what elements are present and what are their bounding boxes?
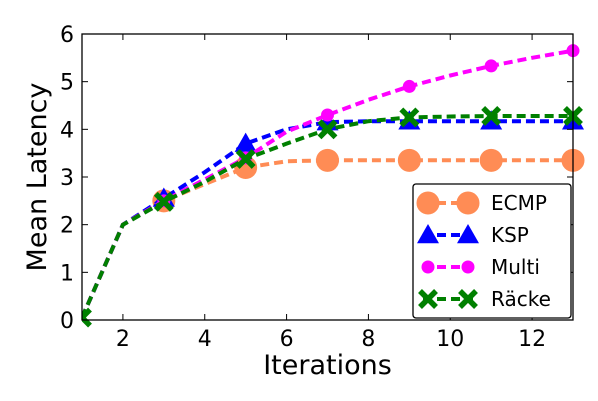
data-point-r-cke	[82, 307, 92, 328]
y-tick-label: 3	[60, 166, 74, 191]
data-point-ecmp	[316, 148, 339, 172]
legend-entry-r-cke: Räcke	[418, 287, 551, 311]
data-point-r-cke	[481, 106, 502, 126]
legend-box	[412, 183, 572, 319]
legend-marker-ksp	[457, 224, 479, 244]
legend-marker-multi	[461, 260, 475, 274]
x-axis-title: Iterations	[263, 350, 392, 381]
legend-marker-multi	[421, 260, 435, 274]
legend-entry-ecmp: ECMP	[416, 191, 547, 215]
series-r-cke	[82, 106, 583, 328]
y-tick-label: 1	[60, 261, 74, 286]
legend-entry-multi: Multi	[421, 255, 540, 279]
data-point-multi	[402, 79, 416, 93]
x-tick-label: 6	[280, 327, 294, 352]
data-point-ecmp	[397, 148, 421, 172]
y-axis-title: Mean Latency	[22, 83, 53, 272]
data-point-multi	[321, 108, 334, 122]
legend: ECMP KSP Multi Räcke	[412, 183, 572, 319]
data-point-r-cke	[235, 148, 256, 169]
series-layer	[82, 44, 585, 328]
y-tick-label: 4	[60, 118, 74, 143]
data-point-r-cke	[399, 107, 420, 128]
legend-label-ksp: KSP	[491, 223, 529, 247]
data-point-r-cke	[153, 191, 174, 212]
data-point-ecmp	[479, 148, 503, 172]
legend-entry-ksp: KSP	[417, 223, 529, 247]
y-tick-label: 2	[60, 214, 74, 239]
x-tick-label: 12	[518, 327, 546, 352]
legend-marker-r-cke	[458, 289, 478, 309]
data-point-multi	[484, 59, 498, 73]
data-point-ksp	[234, 132, 257, 152]
x-tick-label: 10	[436, 327, 464, 352]
y-tick-label: 6	[60, 23, 74, 48]
legend-marker-r-cke	[418, 289, 438, 309]
legend-marker-ecmp	[456, 191, 480, 215]
legend-marker-ecmp	[416, 191, 440, 215]
legend-label-ecmp: ECMP	[491, 191, 547, 215]
legend-label-r-cke: Räcke	[491, 287, 551, 311]
data-point-r-cke	[317, 119, 338, 140]
y-tick-label: 5	[60, 71, 74, 96]
x-tick-label: 2	[116, 327, 130, 352]
x-tick-label: 4	[198, 327, 212, 352]
legend-marker-ksp	[417, 224, 439, 244]
legend-label-multi: Multi	[491, 255, 540, 279]
y-tick-label: 0	[60, 309, 74, 334]
x-tick-label: 8	[361, 327, 375, 352]
